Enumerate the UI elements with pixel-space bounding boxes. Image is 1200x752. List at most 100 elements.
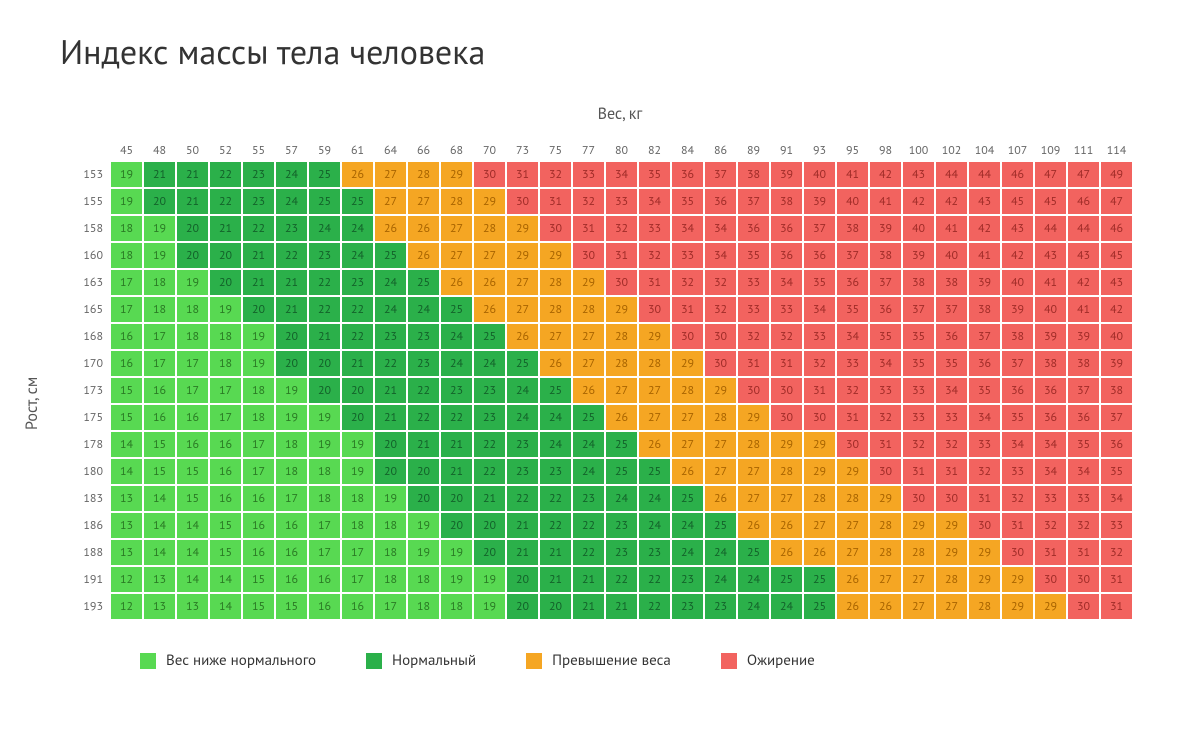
bmi-cell: 36 [1101,432,1132,457]
bmi-cell: 30 [474,162,505,187]
bmi-cell: 20 [474,513,505,538]
bmi-cell: 29 [606,297,637,322]
bmi-cell: 21 [375,405,406,430]
bmi-cell: 30 [1068,594,1099,619]
bmi-cell: 15 [177,459,208,484]
bmi-cell: 36 [738,216,769,241]
bmi-cell: 47 [1068,162,1099,187]
bmi-cell: 29 [903,513,934,538]
bmi-cell: 23 [408,324,439,349]
bmi-cell: 17 [342,540,373,565]
bmi-cell: 33 [1002,459,1033,484]
bmi-row: 1701617171819202021222324242526272828293… [72,351,1132,376]
weight-header: 102 [936,140,967,160]
bmi-cell: 20 [375,459,406,484]
bmi-cell: 31 [1002,513,1033,538]
bmi-cell: 22 [474,432,505,457]
bmi-cell: 18 [441,594,472,619]
bmi-cell: 37 [1002,351,1033,376]
bmi-cell: 29 [573,270,604,295]
bmi-cell: 21 [375,378,406,403]
bmi-cell: 21 [276,270,307,295]
bmi-cell: 30 [804,405,835,430]
bmi-cell: 38 [1002,324,1033,349]
legend-item: Вес ниже нормального [140,651,316,670]
bmi-cell: 28 [606,324,637,349]
bmi-cell: 42 [1068,270,1099,295]
bmi-cell: 23 [573,486,604,511]
bmi-cell: 16 [144,405,175,430]
bmi-cell: 12 [111,594,142,619]
bmi-cell: 25 [606,432,637,457]
bmi-cell: 42 [870,162,901,187]
bmi-cell: 27 [507,270,538,295]
bmi-cell: 24 [705,567,736,592]
bmi-cell: 27 [837,540,868,565]
bmi-cell: 23 [606,513,637,538]
bmi-cell: 40 [936,243,967,268]
bmi-cell: 30 [936,486,967,511]
bmi-cell: 32 [804,351,835,376]
bmi-cell: 16 [111,324,142,349]
bmi-cell: 18 [309,486,340,511]
bmi-cell: 39 [903,243,934,268]
weight-header: 93 [804,140,835,160]
bmi-cell: 27 [408,189,439,214]
bmi-cell: 29 [639,324,670,349]
bmi-cell: 29 [540,243,571,268]
bmi-cell: 31 [804,378,835,403]
bmi-cell: 26 [342,162,373,187]
bmi-cell: 36 [804,243,835,268]
bmi-cell: 16 [309,567,340,592]
bmi-cell: 34 [1101,486,1132,511]
bmi-cell: 29 [1002,567,1033,592]
bmi-cell: 32 [573,189,604,214]
bmi-cell: 41 [936,216,967,241]
bmi-cell: 27 [573,351,604,376]
bmi-cell: 35 [903,351,934,376]
bmi-cell: 35 [969,378,1000,403]
bmi-cell: 26 [804,540,835,565]
bmi-cell: 15 [177,486,208,511]
bmi-cell: 28 [870,540,901,565]
bmi-cell: 26 [441,270,472,295]
bmi-cell: 27 [375,162,406,187]
bmi-cell: 23 [705,594,736,619]
weight-header: 109 [1035,140,1066,160]
bmi-cell: 32 [1035,513,1066,538]
bmi-cell: 29 [672,351,703,376]
bmi-row: 1551920212223242525272728293031323334353… [72,189,1132,214]
bmi-cell: 21 [540,540,571,565]
bmi-cell: 31 [1068,540,1099,565]
bmi-cell: 32 [738,324,769,349]
bmi-cell: 36 [1002,378,1033,403]
bmi-cell: 30 [903,486,934,511]
bmi-cell: 19 [111,189,142,214]
bmi-cell: 18 [309,459,340,484]
bmi-cell: 31 [1035,540,1066,565]
bmi-cell: 24 [309,216,340,241]
bmi-cell: 28 [903,540,934,565]
bmi-cell: 34 [936,378,967,403]
bmi-cell: 38 [1101,378,1132,403]
bmi-cell: 16 [111,351,142,376]
bmi-cell: 16 [342,594,373,619]
bmi-cell: 34 [639,189,670,214]
bmi-cell: 26 [474,270,505,295]
bmi-cell: 21 [243,270,274,295]
legend-item: Превышение веса [526,651,671,670]
bmi-cell: 25 [342,189,373,214]
bmi-cell: 35 [672,189,703,214]
bmi-cell: 29 [507,243,538,268]
bmi-cell: 21 [177,189,208,214]
bmi-cell: 24 [507,378,538,403]
bmi-cell: 30 [1002,540,1033,565]
bmi-cell: 31 [573,216,604,241]
bmi-cell: 30 [870,459,901,484]
bmi-cell: 16 [243,540,274,565]
weight-header: 95 [837,140,868,160]
bmi-cell: 23 [243,189,274,214]
bmi-cell: 18 [375,567,406,592]
bmi-cell: 21 [210,216,241,241]
bmi-cell: 41 [1068,297,1099,322]
